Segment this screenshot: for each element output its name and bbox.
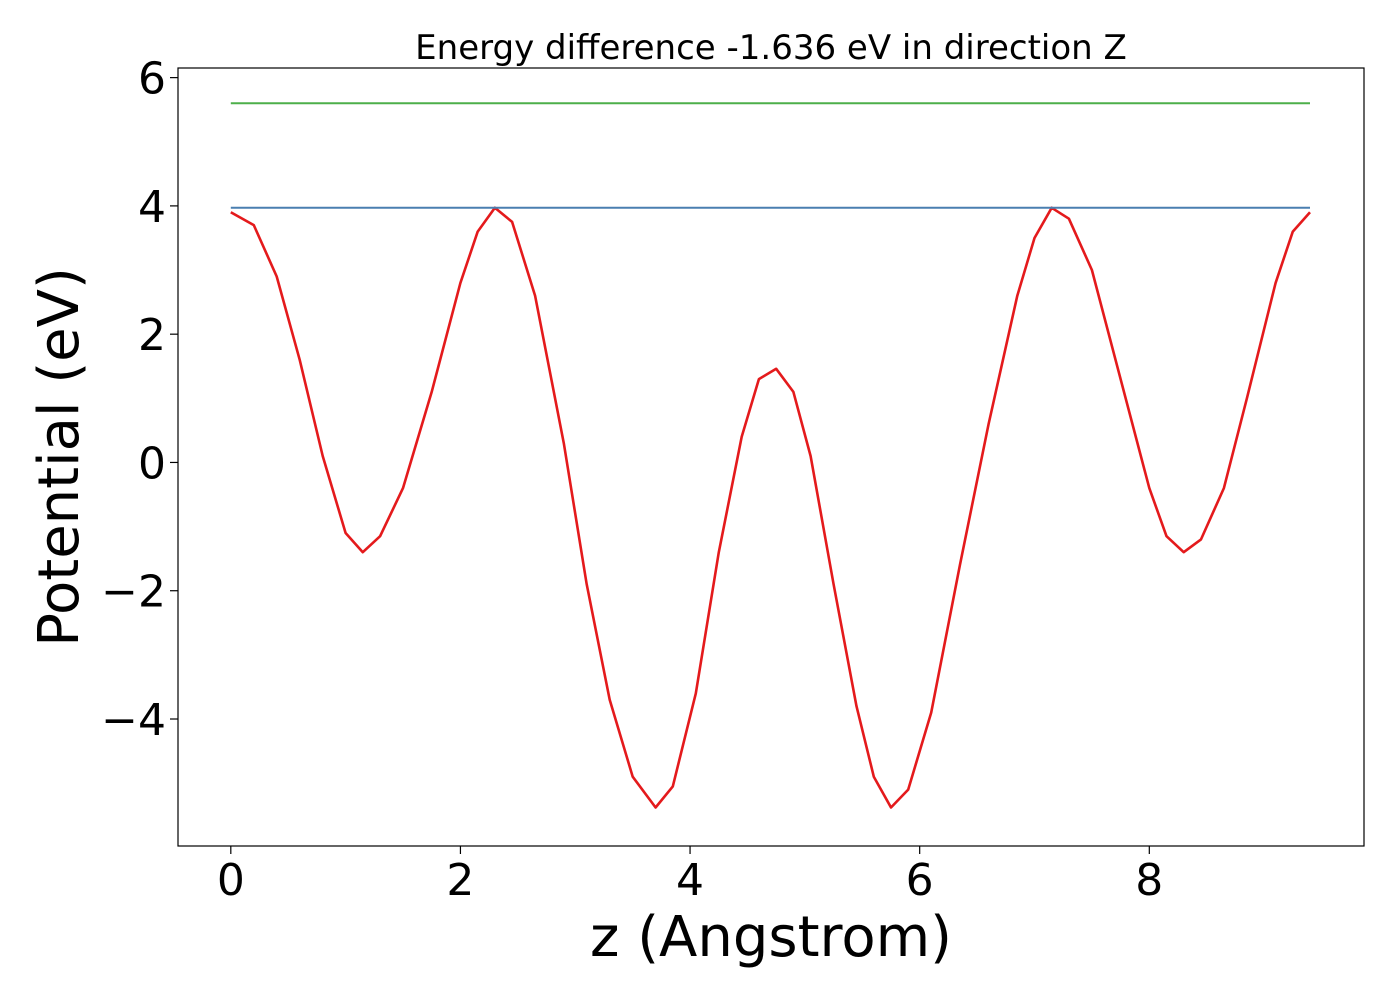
series-line-1 bbox=[230, 206, 1311, 809]
series-layer bbox=[230, 102, 1311, 809]
y-tick-label: 2 bbox=[138, 310, 166, 361]
x-tick-label: 2 bbox=[446, 855, 474, 906]
y-axis: −4 −2 0 2 4 6 bbox=[101, 54, 178, 746]
x-tick-label: 6 bbox=[906, 855, 934, 906]
x-tick-label: 0 bbox=[217, 855, 245, 906]
y-tick-label: −2 bbox=[101, 567, 166, 618]
y-tick-label: 6 bbox=[138, 54, 166, 105]
x-axis: 0 2 4 6 8 bbox=[217, 846, 1163, 906]
chart-title: Energy difference -1.636 eV in direction… bbox=[415, 28, 1127, 68]
y-tick-label: 0 bbox=[138, 438, 166, 489]
y-tick-label: −4 bbox=[101, 695, 166, 746]
x-axis-title: z (Angstrom) bbox=[590, 905, 952, 970]
y-tick-label: 4 bbox=[138, 182, 166, 233]
x-tick-label: 4 bbox=[676, 855, 704, 906]
plot-area bbox=[177, 67, 1365, 847]
y-axis-title: Potential (eV) bbox=[27, 267, 92, 647]
x-tick-label: 8 bbox=[1135, 855, 1163, 906]
